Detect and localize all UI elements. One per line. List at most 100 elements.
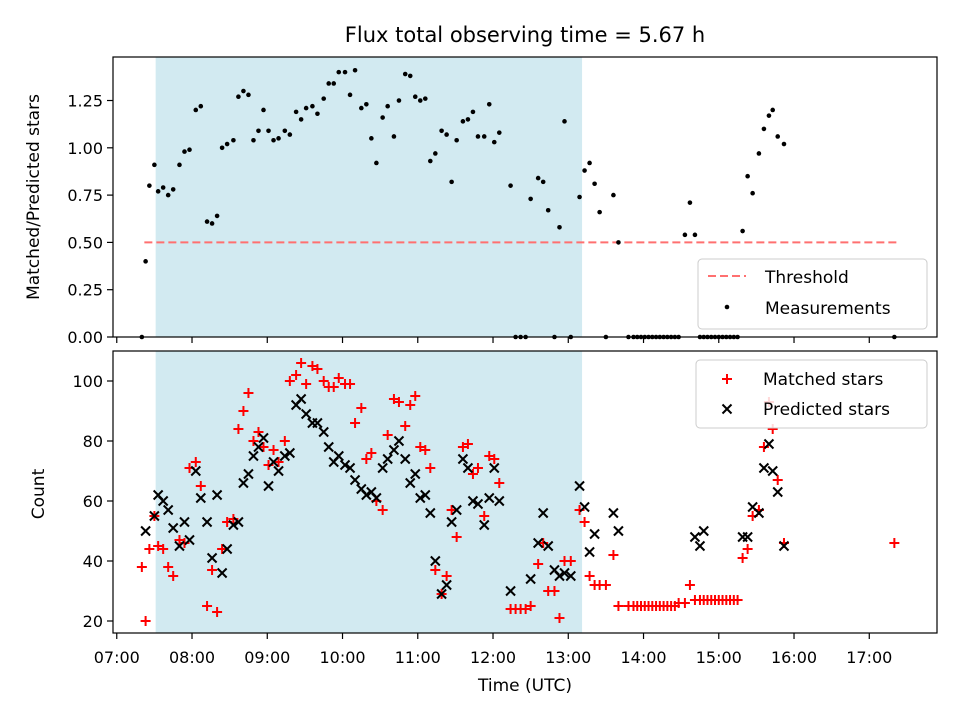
data-point: [396, 98, 402, 103]
x-tick-label: 15:00: [696, 648, 742, 667]
data-point: [193, 107, 199, 113]
y-tick-label: 0.75: [67, 186, 103, 205]
data-point: [454, 137, 459, 143]
data-point: [136, 562, 147, 572]
data-point: [336, 69, 342, 75]
data-point: [756, 151, 762, 156]
data-point: [540, 179, 546, 185]
data-point: [750, 190, 755, 196]
data-point: [219, 145, 225, 151]
data-point: [231, 137, 236, 143]
data-point: [439, 128, 444, 134]
data-point: [273, 465, 284, 477]
data-point: [195, 492, 207, 504]
data-point: [167, 522, 179, 534]
data-point: [153, 541, 164, 551]
data-point: [140, 616, 151, 626]
data-point: [763, 438, 775, 450]
data-point: [238, 406, 249, 416]
data-point: [520, 604, 531, 614]
data-point: [228, 519, 239, 531]
x-tick-label: 09:00: [244, 648, 290, 667]
legend-matched-label: Matched stars: [763, 370, 883, 390]
bottom-axes-frame: [112, 350, 938, 634]
data-point: [369, 136, 374, 141]
data-point: [256, 128, 261, 134]
data-point: [261, 107, 266, 113]
legend-predicted-swatch: [721, 403, 733, 415]
data-point: [597, 209, 602, 215]
data-point: [300, 408, 312, 420]
data-point: [772, 486, 783, 498]
data-point: [533, 559, 544, 569]
top-panel: 0.00 0.25 0.50 0.75 1.00 1.25: [67, 56, 938, 347]
data-point: [420, 445, 431, 455]
legend-threshold-label: Threshold: [764, 268, 849, 288]
data-point: [496, 130, 502, 135]
data-point: [160, 185, 166, 190]
data-point: [152, 162, 157, 168]
data-point: [385, 103, 390, 109]
data-point: [204, 219, 210, 224]
data-point: [407, 73, 413, 79]
data-point: [441, 571, 452, 581]
data-point: [753, 507, 765, 519]
data-point: [307, 361, 318, 371]
data-point: [301, 379, 312, 389]
data-point: [889, 538, 900, 548]
data-point: [436, 588, 447, 600]
data-point: [233, 424, 244, 434]
data-point: [347, 92, 353, 98]
data-point: [430, 555, 441, 567]
data-point: [481, 134, 487, 139]
data-point: [592, 181, 597, 187]
legend-box: [695, 359, 928, 429]
data-point: [740, 228, 745, 234]
data-point: [374, 160, 379, 166]
data-point: [243, 388, 254, 398]
x-tick-label: 11:00: [395, 648, 441, 667]
data-point: [323, 441, 334, 453]
data-point: [689, 531, 701, 543]
top-y-axis-label: Matched/Predicted stars: [24, 94, 44, 300]
data-point: [479, 511, 490, 521]
data-point: [318, 426, 329, 438]
data-point: [494, 478, 505, 488]
data-point: [770, 107, 776, 113]
y-tick-label: 0.50: [67, 233, 103, 252]
legend-matched-swatch: [722, 374, 732, 384]
data-point: [557, 224, 562, 230]
data-point: [489, 454, 500, 464]
data-point: [211, 489, 223, 501]
data-point: [732, 595, 743, 605]
data-point: [508, 183, 513, 188]
data-point: [587, 160, 592, 166]
y-tick-label: 0.25: [67, 281, 103, 300]
y-tick-label: 60: [83, 492, 103, 511]
data-point: [761, 126, 767, 132]
data-point: [246, 92, 251, 98]
data-point: [484, 492, 495, 504]
data-point: [312, 417, 323, 429]
data-point: [253, 441, 264, 453]
data-point: [184, 534, 195, 546]
data-point: [349, 474, 361, 486]
data-point: [484, 451, 495, 461]
data-point: [377, 462, 388, 474]
data-point: [433, 151, 438, 156]
data-point: [279, 436, 290, 446]
data-point: [613, 525, 624, 537]
data-point: [742, 544, 753, 554]
data-point: [303, 105, 309, 111]
x-tick-label: 07:00: [94, 648, 140, 667]
x-tick-label: 12:00: [470, 648, 516, 667]
data-point: [209, 221, 215, 226]
data-point: [772, 475, 783, 485]
y-tick-label: 1.00: [67, 139, 103, 158]
data-point: [391, 134, 397, 139]
data-point: [359, 105, 364, 111]
data-point: [611, 192, 616, 198]
data-point: [549, 586, 560, 596]
data-point: [293, 109, 299, 115]
